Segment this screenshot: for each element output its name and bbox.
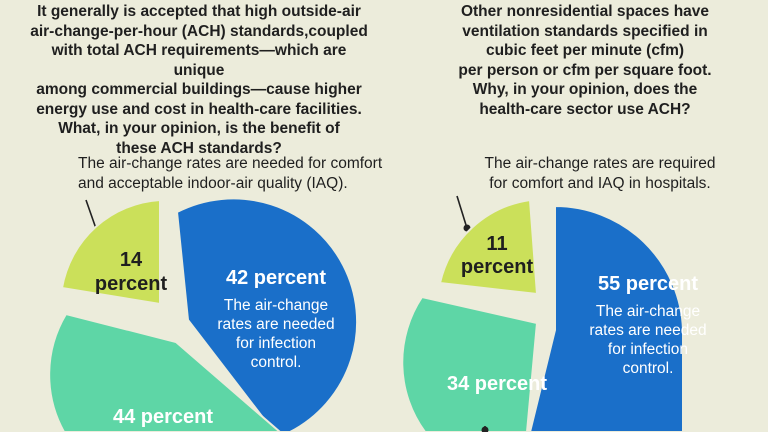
right-label-infection: 55 percent	[598, 273, 698, 295]
left-desc-infection-2: rates are needed	[217, 316, 334, 333]
left-question: It generally is accepted that high outsi…	[30, 3, 368, 157]
right-label-other: 34 percent	[447, 373, 547, 395]
left-desc-infection-4: control.	[251, 354, 302, 371]
right-callout-leader	[456, 195, 467, 226]
right-callout: The air-change rates are required for co…	[484, 155, 716, 192]
left-pie: 14 percent 42 percent The air-change rat…	[48, 197, 359, 432]
right-slice-comfort	[438, 198, 539, 296]
left-label-infection: 42 percent	[226, 267, 326, 289]
right-pie: 11 percent 55 percent The air-change rat…	[401, 195, 707, 432]
right-desc-infection-1: The air-change	[596, 303, 700, 320]
right-slice-other	[401, 295, 539, 432]
left-desc-infection-3: for infection	[236, 335, 316, 352]
right-desc-infection-2: rates are needed	[589, 322, 706, 339]
right-desc-infection-4: control.	[623, 360, 674, 377]
left-callout: The air-change rates are needed for comf…	[78, 155, 383, 192]
right-label-comfort-pct: percent	[461, 256, 534, 278]
left-desc-infection-1: The air-change	[224, 297, 328, 314]
right-label-comfort-num: 11	[486, 233, 507, 255]
right-other-dot	[481, 426, 489, 432]
left-label-comfort-num: 14	[120, 249, 143, 271]
right-slice-infection	[528, 204, 684, 432]
right-desc-infection-3: for infection	[608, 341, 688, 358]
left-label-other: 44 percent	[113, 406, 213, 428]
left-slice-infection	[175, 197, 359, 432]
left-slice-comfort	[60, 198, 161, 306]
right-question: Other nonresidential spaces have ventila…	[458, 3, 712, 118]
left-slice-other	[48, 312, 282, 432]
left-label-comfort-pct: percent	[95, 273, 168, 295]
